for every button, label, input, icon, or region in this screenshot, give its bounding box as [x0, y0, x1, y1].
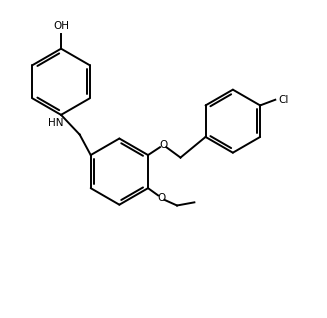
Text: O: O [159, 140, 167, 150]
Text: Cl: Cl [278, 95, 289, 105]
Text: OH: OH [53, 21, 69, 31]
Text: O: O [157, 193, 165, 203]
Text: HN: HN [48, 118, 64, 128]
